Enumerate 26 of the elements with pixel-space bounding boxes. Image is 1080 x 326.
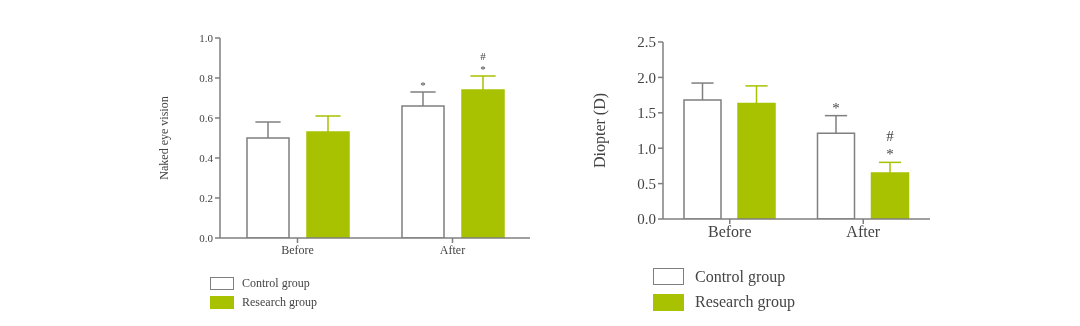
y-tick-label: 2.5	[637, 34, 656, 51]
y-tick-label: 1.0	[637, 140, 656, 157]
y-tick-label: 0.2	[199, 191, 213, 204]
data-label: *	[420, 79, 426, 91]
y-tick-label: 2.0	[637, 69, 656, 86]
y-tick-label: 0.0	[637, 211, 656, 228]
data-label: # *	[480, 49, 487, 75]
legend-label: Control group	[241, 276, 310, 292]
y-tick-label: 1.0	[199, 31, 214, 44]
data-label: # *	[886, 128, 895, 163]
legend-label: Research group	[241, 295, 317, 311]
legend-label: Research group	[694, 293, 795, 312]
y-tick-label: 0.4	[199, 151, 214, 164]
x-tick-label: Before	[707, 223, 752, 241]
y-tick-label: 0.0	[199, 231, 214, 244]
x-tick-label: After	[846, 223, 881, 241]
y-tick-label: 0.8	[199, 71, 214, 84]
y-axis-title: Naked eye vision	[157, 96, 172, 180]
y-tick-label: 1.5	[637, 105, 656, 122]
y-tick-label: 0.5	[637, 175, 656, 192]
legend-label: Control group	[694, 267, 786, 286]
data-label: *	[832, 99, 840, 116]
y-tick-label: 0.6	[199, 111, 214, 124]
y-axis-title: Diopter (D)	[590, 92, 609, 169]
x-tick-label: Before	[281, 242, 314, 257]
x-tick-label: After	[439, 242, 466, 257]
